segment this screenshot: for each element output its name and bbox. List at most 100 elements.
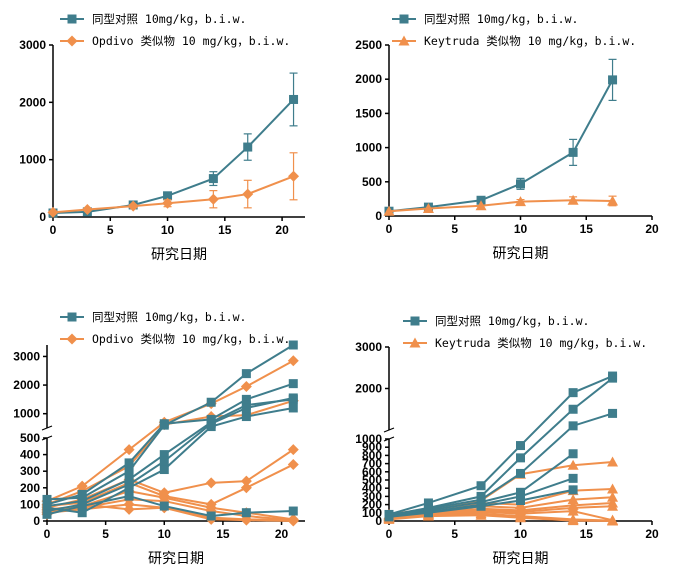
x-tick-label: 5 (451, 527, 458, 541)
legend-marker-square (67, 14, 77, 24)
legend-marker-diamond (66, 333, 78, 345)
x-tick-label: 10 (158, 527, 172, 541)
legend-label: 同型对照 10mg/kg，b.i.w. (92, 12, 246, 26)
y-tick-label: 700 (362, 457, 382, 471)
y-tick-label: 1000 (13, 407, 40, 421)
data-point (607, 515, 619, 526)
x-tick-label: 15 (580, 527, 594, 541)
data-point (516, 441, 525, 451)
data-point (516, 453, 525, 463)
y-tick-label: 1000 (355, 432, 382, 446)
data-point (240, 514, 252, 526)
legend-marker-square (67, 312, 77, 322)
data-point (159, 450, 169, 460)
legend-marker-triangle (409, 337, 421, 348)
data-point (476, 501, 486, 511)
y-tick-label: 2000 (355, 382, 382, 396)
animal-series-5 (384, 485, 578, 522)
x-tick-label: 20 (645, 222, 659, 236)
series-1 (383, 194, 619, 216)
data-point (423, 498, 433, 508)
axis-break-mark (41, 425, 53, 431)
data-point (423, 508, 433, 518)
y-tick-label: 100 (20, 497, 40, 511)
data-point (77, 489, 87, 499)
data-point (47, 206, 59, 218)
y-tick-label: 2000 (355, 72, 382, 86)
data-point (241, 369, 251, 379)
data-point (77, 508, 87, 518)
series-1 (47, 152, 300, 218)
x-tick-label: 20 (275, 223, 289, 237)
data-point (42, 494, 52, 504)
y-tick-label: 400 (20, 448, 40, 462)
data-point (515, 196, 526, 207)
y-tick-label: 500 (20, 431, 40, 445)
data-point (127, 200, 139, 212)
legend-label: Keytruda 类似物 10 mg/kg，b.i.w. (435, 336, 647, 350)
y-tick-label: 1000 (19, 153, 46, 167)
legend-label: Opdivo 类似物 10 mg/kg，b.i.w. (92, 332, 290, 346)
data-point (475, 200, 487, 211)
x-tick-label: 15 (216, 527, 230, 541)
data-point (607, 491, 619, 502)
animal-series-5 (42, 491, 298, 521)
data-point (287, 355, 299, 367)
y-tick-label: 0 (39, 210, 46, 224)
x-axis-title: 研究日期 (493, 551, 549, 567)
x-tick-label: 0 (44, 527, 51, 541)
data-point (568, 388, 578, 398)
legend-label: Keytruda 类似物 10 mg/kg，b.i.w. (424, 34, 636, 48)
chart-panel-top-left: 0 1000 2000 3000 0 5 10 15 20 研究日期 同型对照 10mg/kg，b.… (19, 12, 305, 263)
data-point (288, 170, 300, 182)
chart-panel-bottom-right: 0100200300400500600700800900100020003000… (355, 314, 659, 567)
x-axis-title: 研究日期 (148, 551, 204, 567)
data-point (159, 501, 169, 511)
data-point (240, 475, 252, 487)
x-tick-label: 0 (386, 527, 393, 541)
data-point (159, 419, 169, 429)
y-tick-label: 600 (362, 465, 382, 479)
data-point (241, 403, 251, 413)
series-0 (48, 72, 299, 218)
data-point (476, 481, 486, 491)
y-tick-label: 2500 (355, 38, 382, 52)
x-tick-label: 10 (161, 223, 175, 237)
series-line (388, 79, 614, 213)
data-point (207, 193, 219, 205)
data-point (607, 456, 619, 467)
data-point (288, 393, 298, 403)
y-tick-label: 500 (362, 175, 382, 189)
data-point (123, 503, 135, 515)
data-point (287, 515, 299, 527)
data-point (206, 511, 216, 521)
x-tick-label: 20 (275, 527, 289, 541)
chart-panel-bottom-left: 0 100 200 300 400 500 1000 2000 3000 0 5 10 15 20 研究日期… (13, 310, 305, 567)
data-point (568, 147, 578, 157)
data-point (567, 194, 579, 205)
data-point (515, 512, 526, 523)
data-point (568, 421, 578, 431)
y-tick-label: 300 (20, 464, 40, 478)
legend-label: Opdivo 类似物 10 mg/kg，b.i.w. (92, 34, 290, 48)
data-point (608, 408, 618, 418)
data-point (568, 485, 578, 495)
data-point (124, 458, 134, 468)
data-point (240, 381, 252, 392)
data-point (384, 512, 394, 522)
data-point (288, 506, 298, 516)
data-point (287, 444, 299, 456)
x-axis-title: 研究日期 (493, 246, 549, 262)
y-tick-label: 300 (362, 489, 382, 503)
data-point (162, 197, 174, 209)
legend-marker-square (399, 14, 409, 24)
series-line (388, 375, 613, 516)
y-tick-label: 500 (362, 473, 382, 487)
data-point (205, 477, 217, 489)
series-line (388, 199, 613, 213)
data-point (288, 403, 298, 413)
x-tick-label: 15 (218, 223, 232, 237)
data-point (568, 473, 578, 483)
legend-marker-diamond (66, 35, 78, 47)
data-point (241, 508, 251, 518)
